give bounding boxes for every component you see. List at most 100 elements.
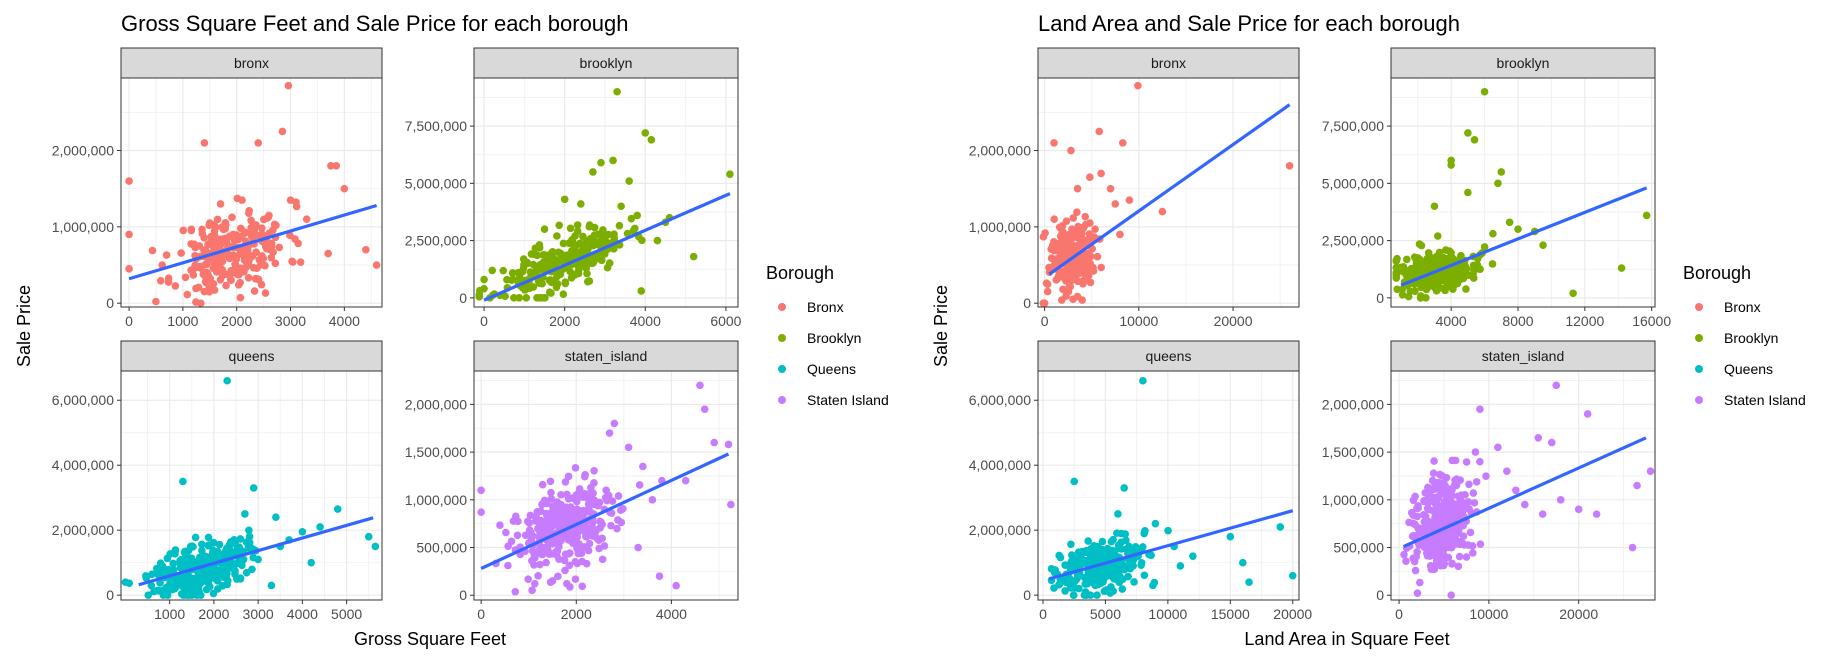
data-point bbox=[1462, 285, 1470, 293]
facet-strip-label: bronx bbox=[234, 55, 269, 71]
data-point bbox=[284, 81, 293, 90]
data-point bbox=[1091, 566, 1099, 575]
data-point bbox=[590, 466, 598, 475]
data-point bbox=[222, 220, 230, 229]
data-point bbox=[515, 270, 524, 279]
data-point bbox=[224, 576, 232, 585]
data-point bbox=[227, 266, 235, 275]
y-tick-label: 2,000,000 bbox=[969, 522, 1031, 538]
legend-label: Bronx bbox=[807, 299, 844, 315]
data-point bbox=[1409, 519, 1417, 528]
data-point bbox=[1432, 556, 1441, 564]
data-point bbox=[1489, 229, 1497, 238]
facet-strip-label: brooklyn bbox=[1497, 55, 1550, 71]
x-tick-label: 5000 bbox=[331, 606, 362, 622]
data-point bbox=[1057, 296, 1066, 304]
facet-strip-background bbox=[473, 47, 739, 79]
data-point bbox=[580, 508, 588, 517]
data-point bbox=[160, 565, 169, 574]
panel-border bbox=[1390, 370, 1656, 601]
data-point bbox=[1402, 255, 1411, 264]
data-point bbox=[724, 440, 733, 449]
data-point bbox=[225, 232, 234, 241]
data-point bbox=[514, 517, 522, 526]
facet-panel-brooklyn: brooklyn 0 2000 4000 6000 0 2,500,000 5,000,000… bbox=[405, 47, 742, 329]
data-point bbox=[1083, 579, 1092, 588]
data-point bbox=[1471, 448, 1480, 456]
data-point bbox=[307, 558, 316, 567]
data-point bbox=[534, 572, 542, 580]
data-point bbox=[191, 243, 199, 252]
data-point bbox=[1476, 457, 1484, 466]
data-point bbox=[238, 196, 246, 204]
data-point bbox=[566, 549, 574, 557]
data-point bbox=[629, 227, 638, 235]
data-point bbox=[533, 507, 542, 516]
data-point bbox=[509, 275, 517, 284]
x-tick-label: 3000 bbox=[243, 606, 274, 622]
data-point bbox=[213, 547, 222, 556]
data-point bbox=[1422, 516, 1431, 524]
data-point bbox=[232, 231, 241, 239]
y-tick-label: 2,000,000 bbox=[969, 143, 1031, 159]
data-point bbox=[727, 500, 735, 509]
y-tick-label: 4,000,000 bbox=[969, 457, 1031, 473]
panel-border bbox=[1037, 77, 1300, 308]
data-point bbox=[205, 541, 213, 549]
data-point bbox=[1437, 511, 1446, 520]
data-point bbox=[1448, 277, 1457, 285]
data-point bbox=[1421, 488, 1430, 497]
x-tick-label: 0 bbox=[1041, 313, 1049, 329]
x-tick-label: 15000 bbox=[1211, 606, 1250, 622]
data-point bbox=[625, 177, 633, 185]
data-point bbox=[586, 235, 595, 243]
data-point bbox=[1399, 263, 1408, 271]
data-point bbox=[253, 274, 261, 283]
data-point bbox=[613, 524, 621, 533]
data-point bbox=[615, 221, 624, 230]
data-point bbox=[1045, 263, 1053, 272]
data-point bbox=[261, 289, 270, 297]
data-point bbox=[1414, 524, 1422, 532]
data-point bbox=[1448, 254, 1457, 262]
data-point bbox=[1106, 184, 1115, 193]
data-point bbox=[529, 283, 538, 291]
data-point bbox=[1398, 285, 1407, 294]
data-point bbox=[653, 236, 662, 245]
data-point bbox=[1098, 537, 1107, 546]
data-point bbox=[198, 540, 206, 549]
data-point bbox=[590, 479, 598, 487]
legend-label: Queens bbox=[1724, 361, 1773, 377]
data-point bbox=[1097, 263, 1105, 272]
data-point bbox=[496, 521, 504, 529]
data-point bbox=[1055, 581, 1063, 589]
data-point bbox=[176, 561, 185, 569]
data-point bbox=[513, 531, 522, 540]
data-point bbox=[639, 462, 647, 471]
data-point bbox=[610, 234, 619, 243]
data-point bbox=[1141, 527, 1149, 535]
data-point bbox=[152, 297, 160, 306]
regression-line bbox=[1402, 436, 1647, 549]
data-point bbox=[1085, 230, 1094, 238]
data-point bbox=[1437, 276, 1445, 285]
data-point bbox=[242, 568, 251, 577]
x-tick-label: 5000 bbox=[1090, 606, 1121, 622]
data-point bbox=[1062, 287, 1070, 296]
data-point bbox=[1108, 573, 1117, 582]
data-point bbox=[1459, 532, 1468, 540]
legend: Borough Bronx Brooklyn Queens Staten Island bbox=[766, 263, 889, 408]
data-point bbox=[515, 294, 523, 302]
data-point bbox=[254, 139, 263, 147]
data-point bbox=[165, 584, 174, 593]
data-point bbox=[1538, 510, 1547, 518]
data-point bbox=[1472, 478, 1481, 486]
x-tick-label: 12000 bbox=[1565, 313, 1604, 329]
data-point bbox=[597, 158, 605, 167]
data-point bbox=[210, 227, 219, 235]
data-point bbox=[1617, 264, 1626, 272]
data-point bbox=[271, 259, 280, 268]
facet-strip-background bbox=[1037, 47, 1300, 79]
data-point bbox=[249, 484, 258, 492]
legend-key bbox=[778, 396, 786, 404]
